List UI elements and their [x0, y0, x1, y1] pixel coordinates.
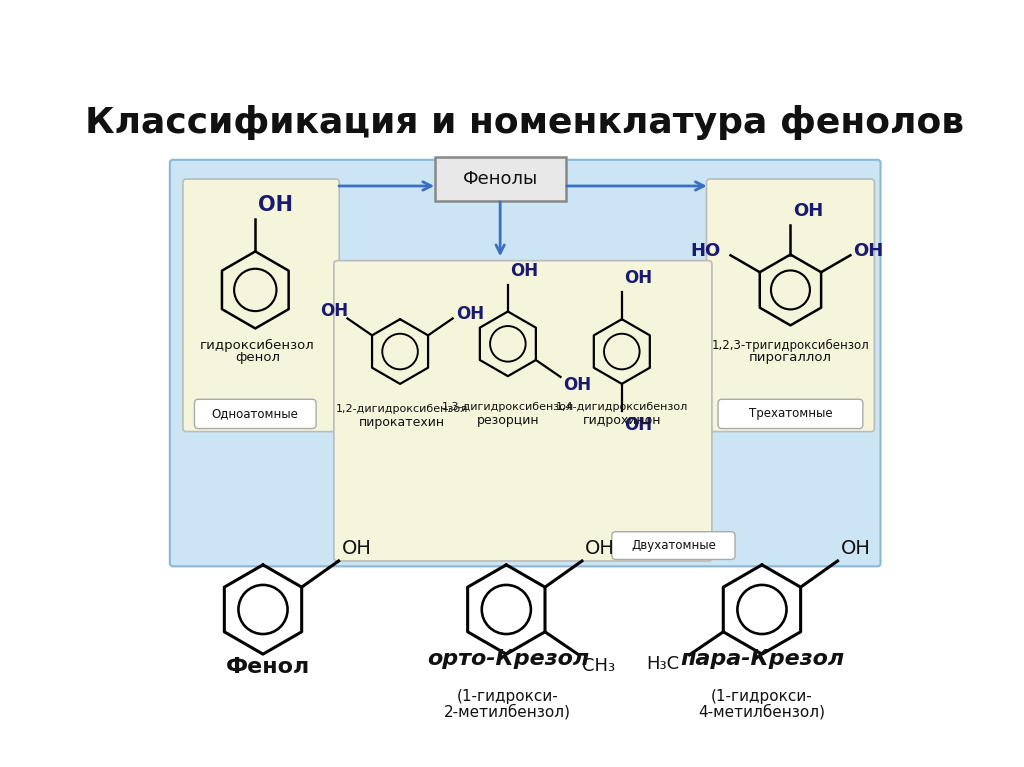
- Text: OH: OH: [456, 304, 484, 323]
- Text: Фенол: Фенол: [225, 657, 309, 677]
- FancyBboxPatch shape: [611, 532, 735, 559]
- Text: OH: OH: [853, 242, 884, 260]
- Text: Классификация и номенклатура фенолов: Классификация и номенклатура фенолов: [85, 104, 965, 140]
- Text: пирогаллол: пирогаллол: [749, 351, 831, 364]
- Text: пара-Крезол: пара-Крезол: [680, 649, 844, 669]
- Text: OH: OH: [625, 269, 652, 288]
- FancyBboxPatch shape: [718, 400, 863, 429]
- Text: 1,2,3-тригидроксибензол: 1,2,3-тригидроксибензол: [712, 339, 869, 352]
- Text: (1-гидрокси-: (1-гидрокси-: [711, 689, 813, 704]
- Text: OH: OH: [563, 376, 592, 393]
- Text: OH: OH: [625, 416, 652, 433]
- Text: H₃C: H₃C: [646, 655, 679, 673]
- Text: OH: OH: [841, 539, 870, 558]
- FancyBboxPatch shape: [435, 156, 566, 202]
- Text: фенол: фенол: [236, 351, 281, 364]
- Text: Одноатомные: Одноатомные: [212, 407, 299, 420]
- FancyBboxPatch shape: [707, 179, 874, 432]
- Text: орто-Крезол: орто-Крезол: [427, 649, 589, 669]
- Text: (1-гидрокси-: (1-гидрокси-: [457, 689, 559, 704]
- Text: пирокатехин: пирокатехин: [358, 416, 444, 429]
- Text: HO: HO: [690, 242, 721, 260]
- Text: OH: OH: [585, 539, 614, 558]
- FancyBboxPatch shape: [183, 179, 339, 432]
- Text: 2-метилбензол): 2-метилбензол): [444, 704, 571, 719]
- Text: Двухатомные: Двухатомные: [631, 539, 716, 552]
- FancyBboxPatch shape: [195, 400, 316, 429]
- Text: гидроксибензол: гидроксибензол: [201, 339, 315, 352]
- Text: OH: OH: [510, 262, 539, 280]
- Text: 1,4-дигидроксибензол: 1,4-дигидроксибензол: [556, 402, 688, 412]
- Text: 1,2-дигидроксибензол: 1,2-дигидроксибензол: [336, 404, 468, 414]
- Text: 4-метилбензол): 4-метилбензол): [698, 704, 825, 719]
- Text: 1,3-дигидроксибензол: 1,3-дигидроксибензол: [441, 402, 573, 412]
- Text: гидрохинон: гидрохинон: [583, 413, 662, 426]
- FancyBboxPatch shape: [170, 160, 881, 566]
- Text: OH: OH: [793, 202, 823, 220]
- FancyBboxPatch shape: [334, 261, 712, 561]
- Text: Трехатомные: Трехатомные: [749, 407, 833, 420]
- Text: Фенолы: Фенолы: [463, 170, 538, 188]
- Text: CH₃: CH₃: [582, 657, 615, 675]
- Text: OH: OH: [258, 196, 294, 216]
- Text: OH: OH: [319, 301, 348, 320]
- Text: резорцин: резорцин: [476, 413, 540, 426]
- Text: OH: OH: [342, 539, 372, 558]
